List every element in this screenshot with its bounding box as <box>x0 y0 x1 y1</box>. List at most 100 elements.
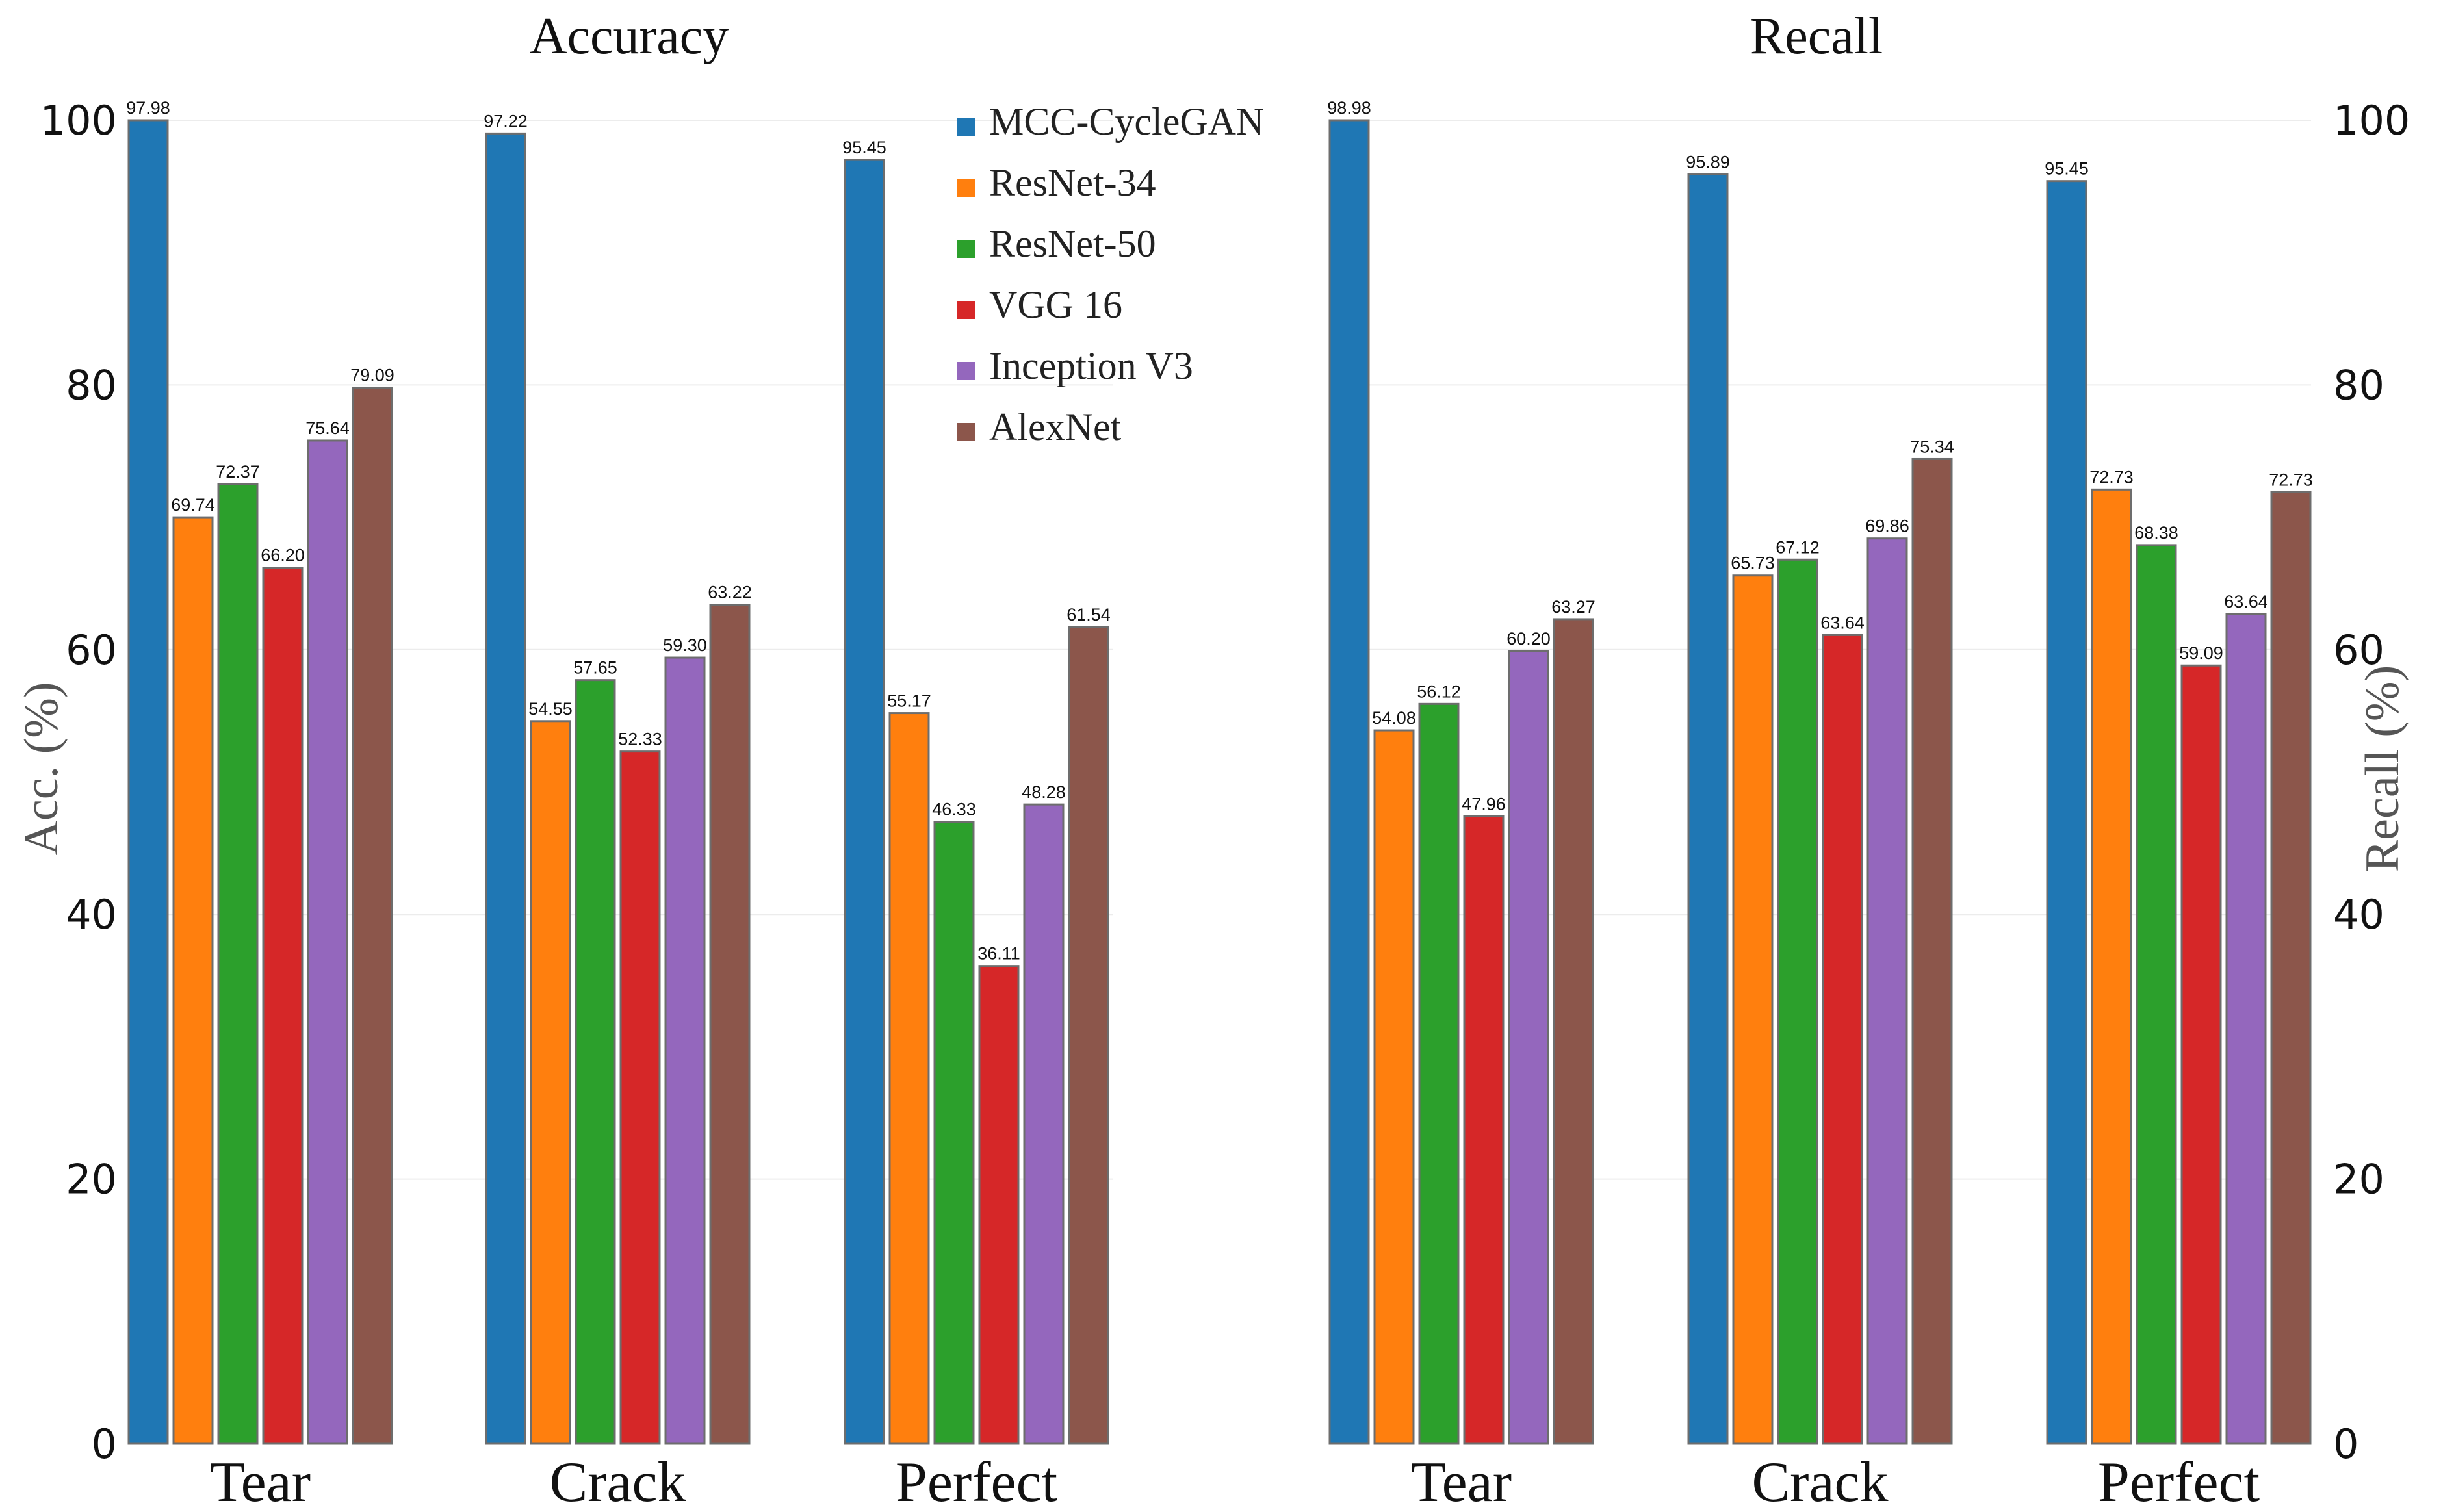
bar-mcc-cyclegan-tear <box>127 119 169 1445</box>
bar-resnet-50-crack <box>1777 558 1818 1445</box>
bar-vgg-16-perfect <box>2180 664 2222 1445</box>
bar-resnet-34-perfect <box>888 712 930 1445</box>
bar-inception-v3-crack <box>664 656 706 1445</box>
x-category-label: Perfect <box>896 1451 1057 1512</box>
data-label: 63.27 <box>1551 597 1595 617</box>
x-category-label: Tear <box>210 1451 311 1512</box>
legend-swatch-resnet-50 <box>957 240 975 258</box>
bar-vgg-16-tear <box>1463 815 1505 1445</box>
data-label: 95.89 <box>1686 153 1730 172</box>
y-tick-label: 0 <box>2333 1420 2358 1468</box>
data-label: 60.20 <box>1506 629 1551 648</box>
bar-resnet-34-crack <box>1732 574 1774 1445</box>
accuracy-panel: 0 20 40 60 80 100 Accuracy Acc. (%) 97.98 69.7472… <box>15 8 1113 1512</box>
legend-label-alexnet: AlexNet <box>989 405 1122 448</box>
bar-inception-v3-tear <box>307 439 348 1445</box>
bar-inception-v3-perfect <box>2225 613 2267 1445</box>
bar-resnet-50-perfect <box>2136 544 2177 1445</box>
bar-mcc-cyclegan-perfect <box>844 159 885 1445</box>
bar-vgg-16-perfect <box>978 965 1020 1445</box>
bar-alexnet-crack <box>1911 457 1953 1445</box>
bar-inception-v3-perfect <box>1023 803 1065 1445</box>
data-label: 65.73 <box>1731 554 1775 573</box>
bar-resnet-34-tear <box>172 516 214 1445</box>
legend-label-resnet-34: ResNet-34 <box>989 161 1156 204</box>
legend-swatch-vgg-16 <box>957 301 975 319</box>
data-label: 95.45 <box>842 138 886 157</box>
y-tick-label: 80 <box>66 361 117 409</box>
bar-mcc-cyclegan-crack <box>485 132 526 1445</box>
bar-inception-v3-crack <box>1866 537 1908 1445</box>
bar-mcc-cyclegan-tear <box>1328 119 1370 1445</box>
bar-vgg-16-tear <box>262 567 304 1445</box>
data-label: 69.86 <box>1865 517 1909 536</box>
bar-inception-v3-tear <box>1508 650 1549 1445</box>
legend-swatch-inception-v3 <box>957 362 975 380</box>
legend-label-vgg-16: VGG 16 <box>989 283 1122 326</box>
data-label: 72.73 <box>2269 470 2313 489</box>
y-tick-label: 80 <box>2333 361 2384 409</box>
data-label: 75.34 <box>1910 437 1954 456</box>
data-label: 54.55 <box>528 699 573 719</box>
data-label: 66.20 <box>261 546 305 565</box>
data-label: 75.64 <box>305 418 350 438</box>
data-label: 61.54 <box>1066 605 1111 624</box>
y-tick-label: 40 <box>66 891 117 938</box>
bar-vgg-16-crack <box>1822 634 1863 1445</box>
bar-resnet-34-crack <box>530 720 571 1445</box>
y-tick-label: 60 <box>2333 626 2384 674</box>
legend-swatch-resnet-34 <box>957 179 975 197</box>
bar-resnet-50-perfect <box>933 821 975 1445</box>
legend-label-resnet-50: ResNet-50 <box>989 222 1156 265</box>
y-tick-label: 40 <box>2333 891 2384 938</box>
x-category-label: Perfect <box>2098 1451 2260 1512</box>
data-label: 59.09 <box>2179 643 2223 663</box>
bar-alexnet-perfect <box>1068 626 1109 1445</box>
data-label: 63.22 <box>708 583 752 602</box>
data-label: 56.12 <box>1417 682 1461 701</box>
data-label: 97.22 <box>484 111 528 131</box>
y-tick-label: 100 <box>40 97 117 144</box>
data-label: 46.33 <box>932 800 976 819</box>
data-label: 55.17 <box>887 691 931 711</box>
x-category-label: Crack <box>1751 1451 1888 1512</box>
bar-alexnet-crack <box>709 604 751 1445</box>
bar-resnet-34-tear <box>1373 729 1415 1445</box>
data-label: 68.38 <box>2134 523 2178 543</box>
bar-mcc-cyclegan-crack <box>1687 173 1729 1445</box>
y-tick-label: 60 <box>66 626 117 674</box>
data-label: 95.45 <box>2045 159 2089 179</box>
y-axis-title: Recall (%) <box>2356 665 2409 872</box>
y-tick-label: 0 <box>92 1420 117 1468</box>
bar-alexnet-perfect <box>2270 491 2312 1445</box>
x-category-label: Crack <box>549 1451 686 1512</box>
data-label: 69.74 <box>171 495 215 515</box>
data-label: 47.96 <box>1462 794 1506 814</box>
legend-swatch-mcc-cyclegan <box>957 118 975 136</box>
data-label: 79.09 <box>350 365 394 385</box>
data-label: 67.12 <box>1776 537 1820 557</box>
data-label: 63.64 <box>1820 613 1865 632</box>
y-axis-title: Acc. (%) <box>15 682 68 855</box>
data-label: 48.28 <box>1022 782 1066 802</box>
data-label: 97.98 <box>126 98 170 118</box>
bar-vgg-16-crack <box>619 750 661 1445</box>
chart-title: Accuracy <box>530 8 729 65</box>
data-label: 72.73 <box>2089 467 2134 487</box>
data-label: 57.65 <box>573 658 617 678</box>
bar-resnet-50-tear <box>1418 702 1460 1445</box>
data-label: 52.33 <box>618 730 662 749</box>
data-label: 54.08 <box>1372 708 1416 728</box>
y-tick-label: 100 <box>2333 97 2410 144</box>
bar-alexnet-tear <box>352 386 393 1445</box>
legend-label-mcc-cyclegan: MCC-CycleGAN <box>989 100 1264 143</box>
data-label: 36.11 <box>977 944 1020 964</box>
x-category-label: Tear <box>1411 1451 1512 1512</box>
bar-resnet-50-tear <box>217 483 259 1445</box>
bar-mcc-cyclegan-perfect <box>2046 180 2087 1445</box>
y-tick-label: 20 <box>66 1156 117 1203</box>
recall-panel: 0 20 40 60 80 100 Recall Recall (%) 98.98 54.0856… <box>1327 8 2410 1512</box>
chart-title: Recall <box>1750 8 1883 65</box>
bar-resnet-50-crack <box>575 679 616 1445</box>
